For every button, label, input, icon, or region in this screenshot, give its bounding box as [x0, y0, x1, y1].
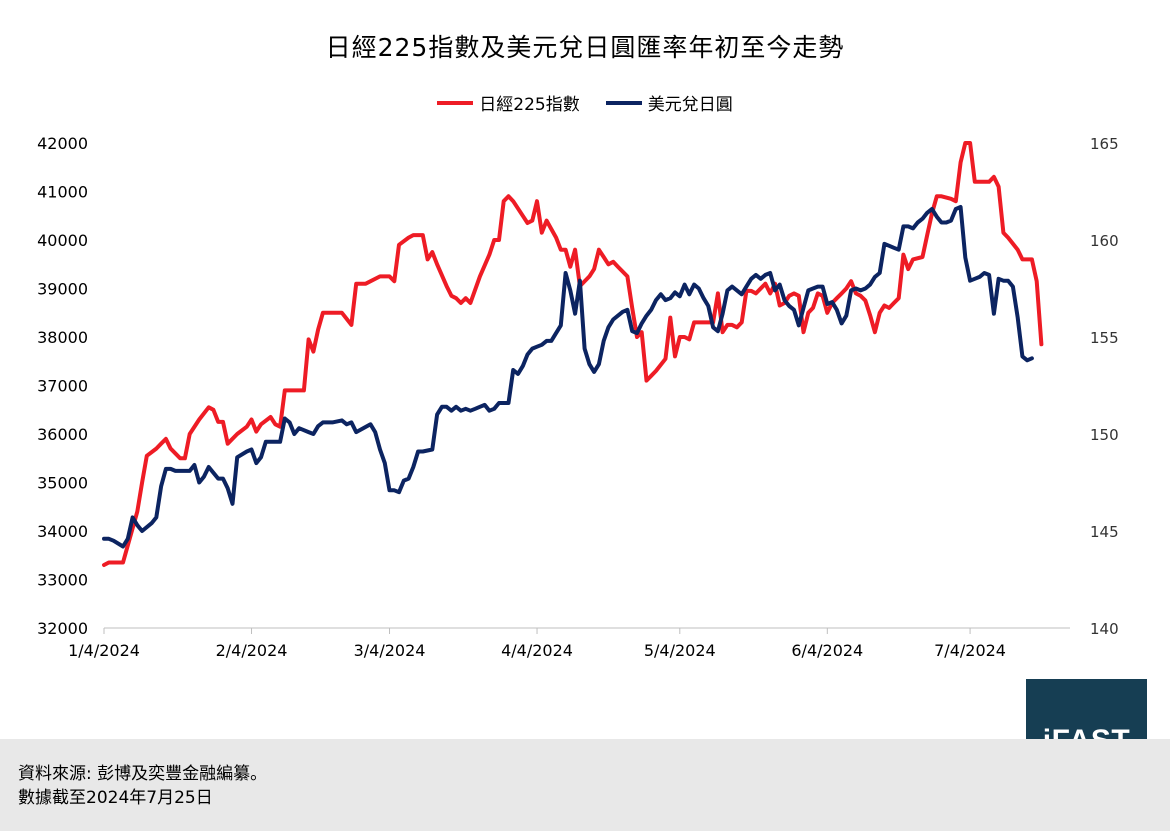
x-tick-label: 3/4/2024	[354, 641, 426, 660]
y-left-tick-label: 33000	[37, 571, 88, 590]
y-left-tick-label: 41000	[37, 183, 88, 202]
y-left-tick-label: 38000	[37, 328, 88, 347]
y-right-tick-label: 140	[1090, 620, 1119, 638]
legend-swatch-usdjpy	[605, 100, 642, 105]
legend-swatch-nikkei	[437, 100, 474, 105]
y-left-tick-label: 37000	[37, 377, 88, 396]
legend-entry-usdjpy: 美元兌日圓	[605, 90, 733, 115]
y-right-tick-label: 145	[1090, 523, 1119, 541]
y-left-tick-label: 39000	[37, 280, 88, 299]
legend-entry-nikkei: 日經225指數	[437, 90, 580, 115]
y-left-tick-label: 36000	[37, 425, 88, 444]
legend-label-usdjpy: 美元兌日圓	[647, 95, 733, 115]
legend-label-nikkei: 日經225指數	[479, 95, 580, 115]
y-left-tick-label: 35000	[37, 474, 88, 493]
y-right-tick-label: 165	[1090, 135, 1119, 153]
x-tick-label: 4/4/2024	[501, 641, 573, 660]
y-right-tick-label: 160	[1090, 232, 1119, 250]
line-chart: 1/4/2024 2/4/2024 3/4/2024 4/4/2024 5/4/2024…	[37, 134, 1119, 660]
axes-layer: 1/4/2024 2/4/2024 3/4/2024 4/4/2024 5/4/2024…	[37, 134, 1119, 660]
y-left-tick-label: 34000	[37, 522, 88, 541]
x-tick-label: 6/4/2024	[791, 641, 863, 660]
y-left-tick-label: 32000	[37, 619, 88, 638]
y-right-tick-label: 150	[1090, 426, 1119, 444]
chart-title: 日經225指數及美元兌日圓匯率年初至今走勢	[325, 33, 845, 62]
footer-source: 資料來源: 彭博及奕豐金融編纂。	[18, 764, 268, 784]
legend: 日經225指數 美元兌日圓	[0, 90, 1170, 115]
series-line-usdjpy	[102, 205, 1034, 549]
y-left-tick-label: 40000	[37, 231, 88, 250]
y-left-tick-label: 42000	[37, 134, 88, 153]
footer: 資料來源: 彭博及奕豐金融編纂。 數據截至2024年7月25日	[0, 739, 1170, 831]
series-layer	[102, 141, 1044, 567]
series-line-nikkei	[102, 141, 1044, 567]
x-tick-label: 2/4/2024	[216, 641, 288, 660]
x-tick-label: 7/4/2024	[934, 641, 1006, 660]
y-right-tick-label: 155	[1090, 329, 1119, 347]
footer-date: 數據截至2024年7月25日	[18, 788, 213, 808]
x-tick-label: 1/4/2024	[68, 641, 140, 660]
x-tick-label: 5/4/2024	[644, 641, 716, 660]
